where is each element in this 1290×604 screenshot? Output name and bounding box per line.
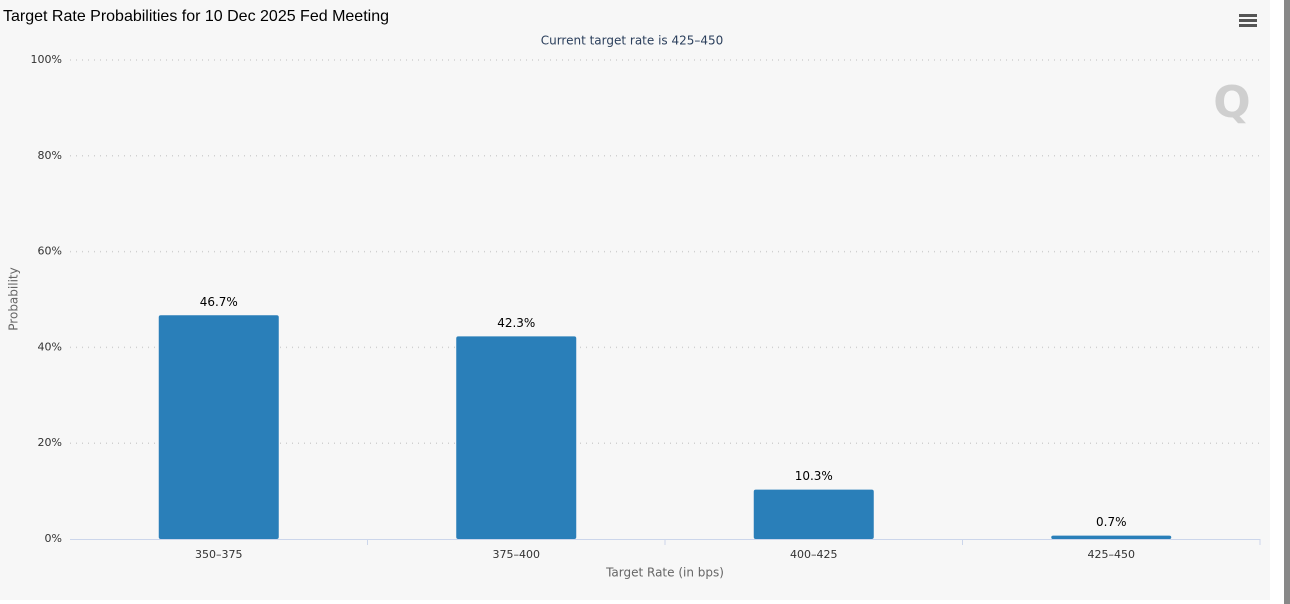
- y-axis-title: Probability: [7, 267, 21, 330]
- bar: [456, 336, 577, 539]
- y-tick-label: 80%: [38, 149, 62, 162]
- scrollbar: [1284, 0, 1290, 604]
- x-tick-label: 400–425: [790, 548, 838, 561]
- chart-title: Target Rate Probabilities for 10 Dec 202…: [3, 8, 389, 25]
- data-label: 10.3%: [795, 469, 833, 483]
- menu-bar: [1239, 24, 1257, 27]
- x-axis-title: Target Rate (in bps): [605, 566, 724, 580]
- y-tick-label: 20%: [38, 436, 62, 449]
- data-label: 0.7%: [1096, 515, 1127, 529]
- watermark: Q: [1213, 77, 1250, 128]
- menu-bar: [1239, 19, 1257, 22]
- y-tick-label: 60%: [38, 245, 62, 258]
- data-label: 42.3%: [497, 316, 535, 330]
- x-tick-label: 375–400: [493, 548, 541, 561]
- bar: [158, 315, 279, 539]
- data-label: 46.7%: [200, 295, 238, 309]
- x-tick-label: 425–450: [1088, 548, 1136, 561]
- menu-button[interactable]: [1239, 14, 1257, 27]
- chart-subtitle: Current target rate is 425–450: [541, 34, 724, 48]
- x-tick-label: 350–375: [195, 548, 243, 561]
- y-tick-label: 0%: [45, 532, 62, 545]
- watermark-logo: Q: [1213, 77, 1250, 128]
- y-tick-label: 40%: [38, 340, 62, 353]
- bar: [1051, 535, 1172, 539]
- y-tick-label: 100%: [31, 53, 62, 66]
- menu-bar: [1239, 14, 1257, 17]
- bar: [753, 489, 874, 539]
